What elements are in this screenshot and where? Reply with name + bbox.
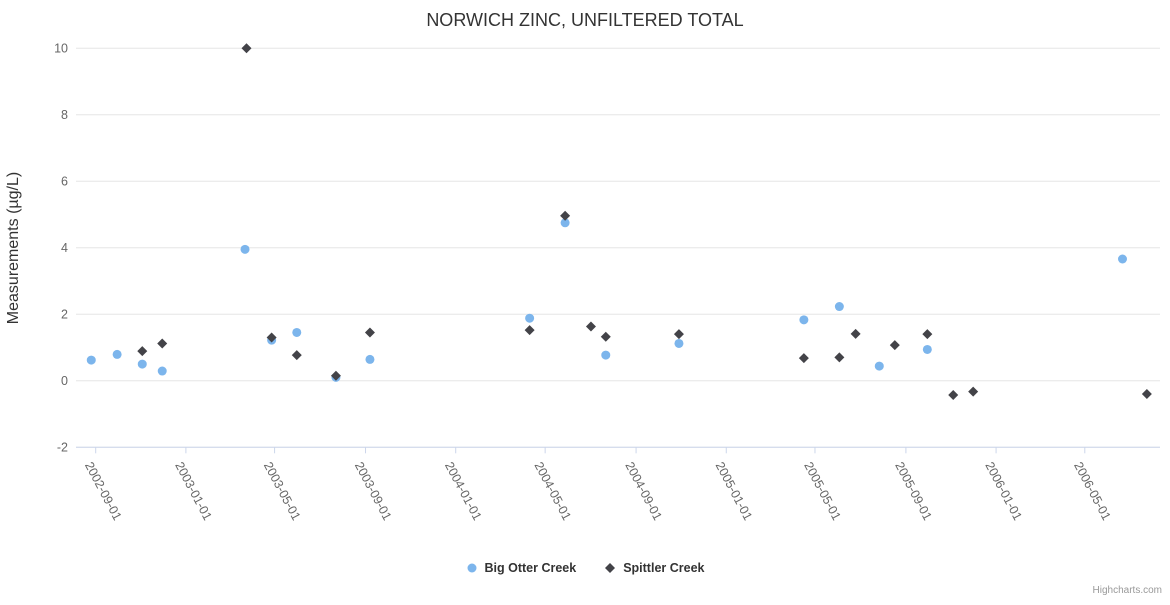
y-axis-title: Measurements (µg/L) xyxy=(5,172,22,324)
data-point-spittler-creek[interactable] xyxy=(1141,389,1152,399)
data-point-spittler-creek[interactable] xyxy=(968,386,979,397)
data-point-spittler-creek[interactable] xyxy=(137,346,148,357)
legend-circle-icon xyxy=(467,563,476,573)
gridlines xyxy=(76,47,1160,448)
data-point-big-otter-creek[interactable] xyxy=(922,344,932,354)
legend-label: Spittler Creek xyxy=(623,561,705,575)
x-axis xyxy=(76,446,1160,454)
data-point-spittler-creek[interactable] xyxy=(157,338,168,349)
data-point-big-otter-creek[interactable] xyxy=(86,355,96,365)
data-point-spittler-creek[interactable] xyxy=(585,321,596,332)
data-point-big-otter-creek[interactable] xyxy=(112,349,122,359)
data-point-spittler-creek[interactable] xyxy=(834,352,845,363)
data-point-big-otter-creek[interactable] xyxy=(874,361,884,371)
data-point-big-otter-creek[interactable] xyxy=(240,244,250,254)
data-point-big-otter-creek[interactable] xyxy=(834,302,844,312)
data-point-big-otter-creek[interactable] xyxy=(601,350,611,360)
data-point-spittler-creek[interactable] xyxy=(798,353,809,364)
data-point-spittler-creek[interactable] xyxy=(600,331,611,342)
data-point-big-otter-creek[interactable] xyxy=(799,315,809,325)
x-tick-label: 2003-09-01 xyxy=(352,460,394,523)
data-point-big-otter-creek[interactable] xyxy=(292,327,302,337)
x-tick-label: 2003-01-01 xyxy=(172,460,214,523)
x-tick-label: 2004-09-01 xyxy=(622,460,664,523)
data-point-big-otter-creek[interactable] xyxy=(157,366,167,376)
data-point-spittler-creek[interactable] xyxy=(330,370,341,381)
x-tick-label: 2006-05-01 xyxy=(1071,460,1113,523)
data-point-big-otter-creek[interactable] xyxy=(1117,254,1127,264)
data-point-spittler-creek[interactable] xyxy=(524,325,535,336)
x-tick-label: 2005-09-01 xyxy=(892,460,934,523)
data-point-big-otter-creek[interactable] xyxy=(560,218,570,228)
data-point-spittler-creek[interactable] xyxy=(364,327,375,338)
x-tick-label: 2003-05-01 xyxy=(261,460,303,523)
data-point-spittler-creek[interactable] xyxy=(673,329,684,340)
y-tick-label: -2 xyxy=(57,441,68,455)
legend: Big Otter Creek Spittler Creek xyxy=(0,561,1170,575)
data-point-spittler-creek[interactable] xyxy=(560,210,571,221)
y-tick-label: 6 xyxy=(61,175,68,189)
data-points xyxy=(86,43,1152,400)
data-point-big-otter-creek[interactable] xyxy=(525,313,535,323)
x-tick-label: 2006-01-01 xyxy=(982,460,1024,523)
legend-item-big-otter-creek[interactable]: Big Otter Creek xyxy=(466,561,577,575)
chart-title: NORWICH ZINC, UNFILTERED TOTAL xyxy=(426,10,743,30)
y-tick-label: 10 xyxy=(54,42,68,56)
x-tick-label: 2005-01-01 xyxy=(713,460,755,523)
x-tick-label: 2004-01-01 xyxy=(442,460,484,523)
legend-diamond-icon xyxy=(605,563,616,573)
data-point-spittler-creek[interactable] xyxy=(266,332,277,343)
y-tick-label: 0 xyxy=(61,374,68,388)
data-point-spittler-creek[interactable] xyxy=(241,43,252,54)
legend-item-spittler-creek[interactable]: Spittler Creek xyxy=(604,561,704,575)
data-point-spittler-creek[interactable] xyxy=(948,389,959,400)
data-point-big-otter-creek[interactable] xyxy=(365,354,375,364)
y-tick-label: 2 xyxy=(61,308,68,322)
x-tick-label: 2002-09-01 xyxy=(82,460,124,523)
y-axis-labels: -2 0 2 4 6 8 10 xyxy=(54,42,68,455)
x-tick-label: 2004-05-01 xyxy=(531,460,573,523)
data-point-big-otter-creek[interactable] xyxy=(137,359,147,369)
data-point-spittler-creek[interactable] xyxy=(850,328,861,339)
highcharts-credit-link[interactable]: Highcharts.com xyxy=(1092,585,1162,596)
data-point-spittler-creek[interactable] xyxy=(291,350,302,361)
data-point-spittler-creek[interactable] xyxy=(922,329,933,340)
x-axis-labels: 2002-09-01 2003-01-01 2003-05-01 2003-09-01… xyxy=(82,460,1113,523)
y-tick-label: 8 xyxy=(61,108,68,122)
legend-label: Big Otter Creek xyxy=(484,561,577,575)
y-tick-label: 4 xyxy=(61,241,68,255)
x-tick-label: 2005-05-01 xyxy=(801,460,843,523)
data-point-big-otter-creek[interactable] xyxy=(674,338,684,348)
data-point-spittler-creek[interactable] xyxy=(889,340,900,351)
